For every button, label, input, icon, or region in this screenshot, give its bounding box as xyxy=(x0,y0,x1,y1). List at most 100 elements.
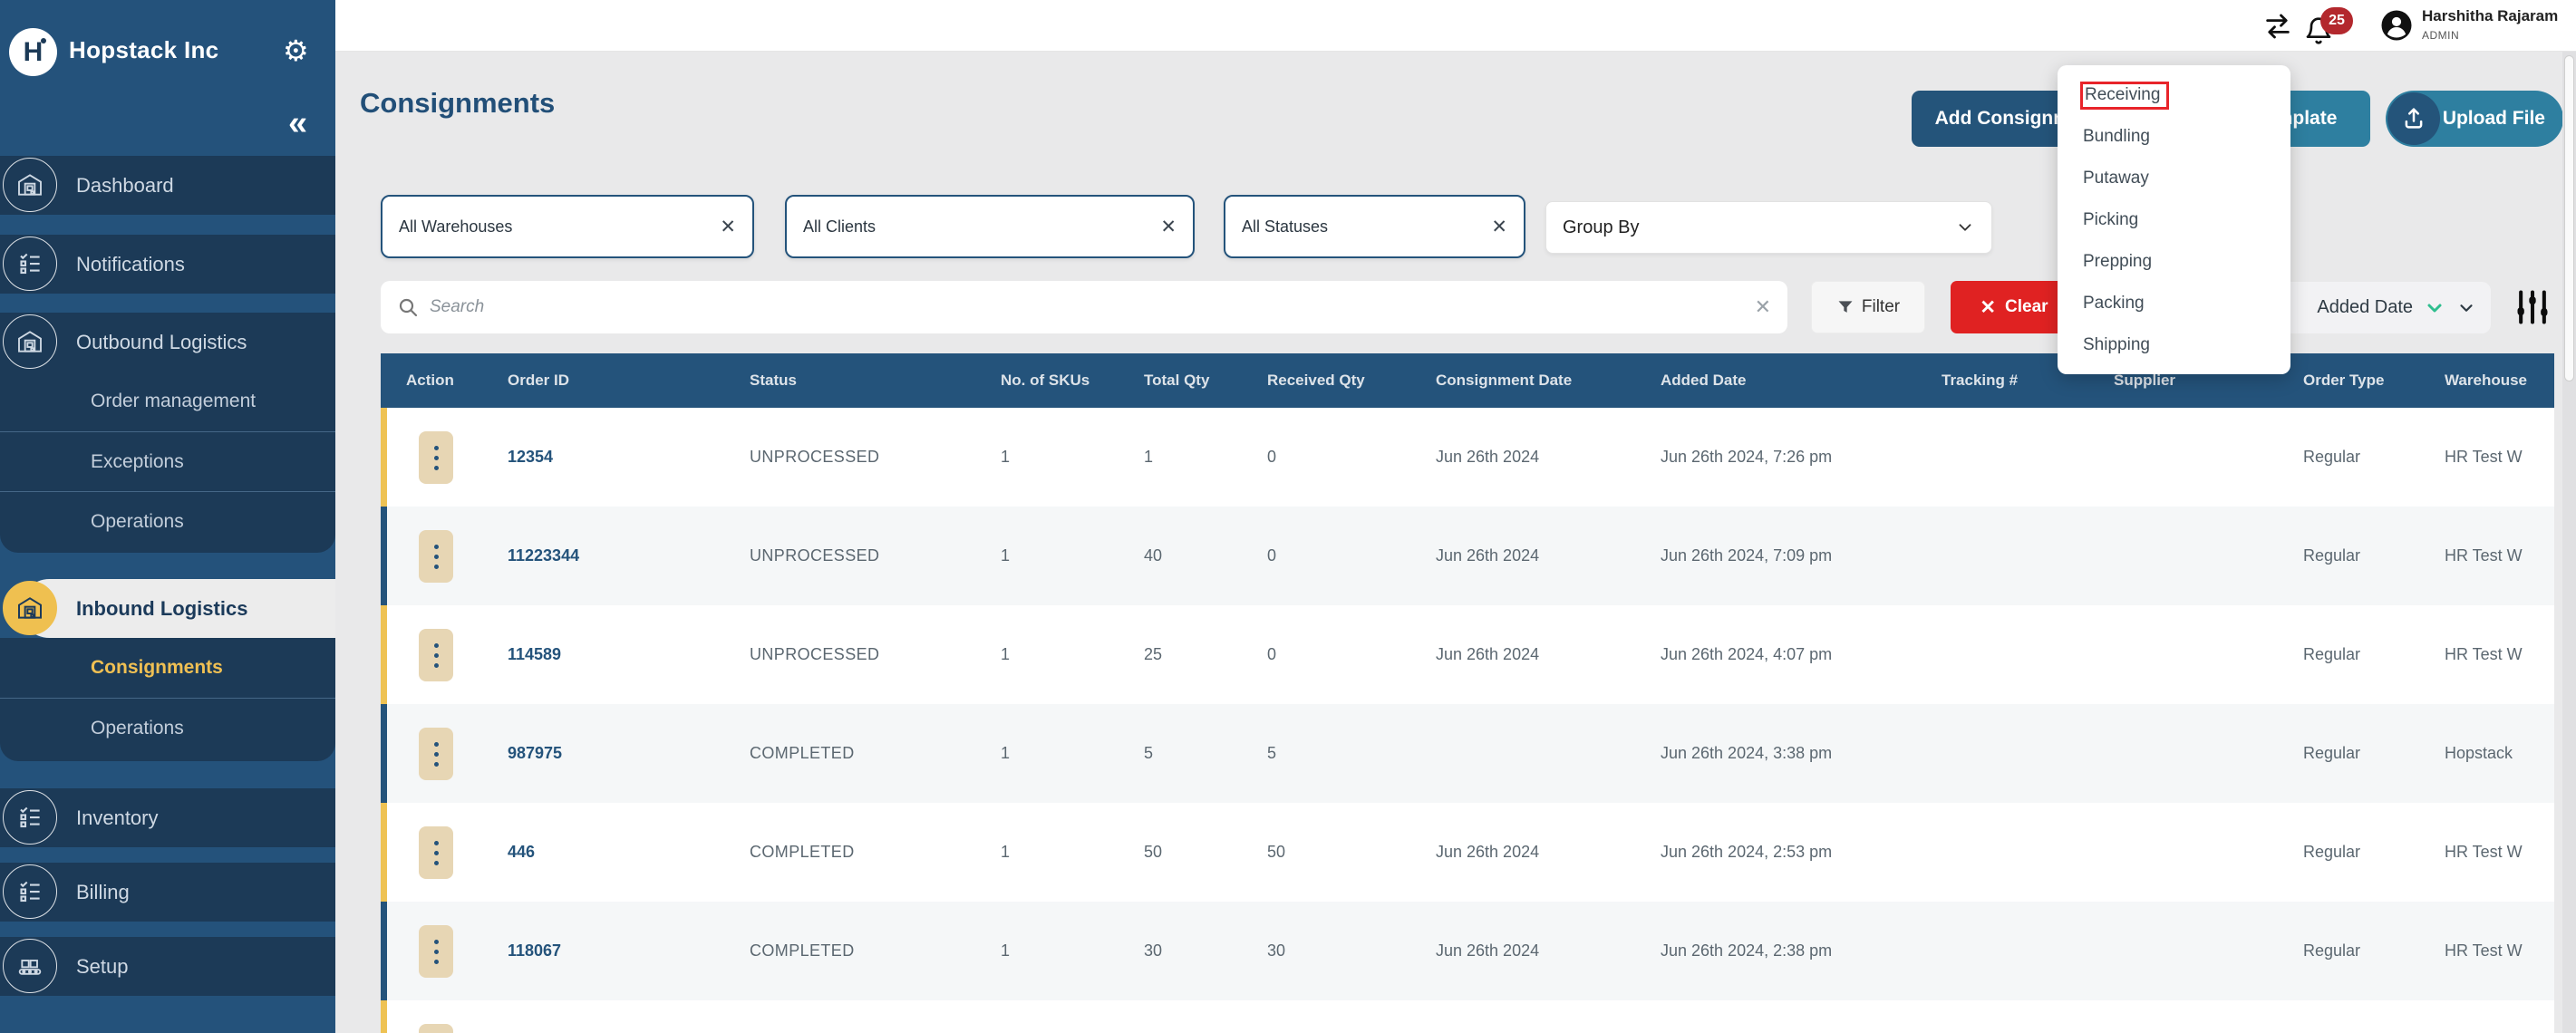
sidebar-item-label: Inventory xyxy=(76,806,159,829)
cell-total-qty: 5 xyxy=(1144,744,1154,762)
menu-item-packing[interactable]: Packing xyxy=(2058,283,2290,324)
cell-received-qty: 0 xyxy=(1267,448,1277,466)
cell-order-id[interactable]: 12354 xyxy=(508,448,554,466)
sidebar-item-inbound-operations[interactable]: Operations xyxy=(0,698,335,758)
cell-skus: 1 xyxy=(1001,843,1011,861)
warehouse-icon xyxy=(3,314,57,369)
row-status-stripe xyxy=(381,408,387,507)
switch-account-icon[interactable] xyxy=(2262,11,2293,42)
upload-file-button[interactable]: Upload File xyxy=(2386,91,2563,147)
row-actions-kebab-button[interactable] xyxy=(419,530,453,583)
sidebar-item-label: Outbound Logistics xyxy=(76,330,247,353)
row-actions-kebab-button[interactable] xyxy=(419,1024,453,1033)
cell-status: COMPLETED xyxy=(750,843,855,861)
row-actions-kebab-button[interactable] xyxy=(419,431,453,484)
menu-item-putaway[interactable]: Putaway xyxy=(2058,158,2290,199)
sidebar-item-order-management[interactable]: Order management xyxy=(0,372,335,431)
clear-chip-icon[interactable]: ✕ xyxy=(1160,216,1177,237)
cell-added-date: Jun 26th 2024, 7:09 pm xyxy=(1661,546,1833,565)
cell-order-id[interactable]: 446 xyxy=(508,843,536,861)
row-actions-kebab-button[interactable] xyxy=(419,925,453,978)
sidebar-item-setup[interactable]: Setup xyxy=(0,937,335,996)
cell-consignment-date: Jun 26th 2024 xyxy=(1436,843,1540,861)
menu-item-label: Receiving xyxy=(2085,84,2161,104)
row-actions-kebab-button[interactable] xyxy=(419,826,453,879)
submenu-label: Order management xyxy=(91,391,257,411)
sidebar-item-label: Setup xyxy=(76,954,129,978)
cell-order-type: Regular xyxy=(2303,645,2361,663)
sidebar-item-notifications[interactable]: Notifications xyxy=(0,235,335,294)
client-filter-chip[interactable]: All Clients ✕ xyxy=(785,195,1195,258)
search-icon xyxy=(399,298,418,317)
cell-status: COMPLETED xyxy=(750,941,855,960)
sidebar-item-billing[interactable]: Billing xyxy=(0,863,335,922)
cell-status: UNPROCESSED xyxy=(750,546,880,565)
sidebar-item-outbound-logistics[interactable]: Outbound Logistics xyxy=(0,313,335,372)
sidebar-item-exceptions[interactable]: Exceptions xyxy=(0,431,335,491)
cell-received-qty: 50 xyxy=(1267,843,1286,861)
status-filter-chip[interactable]: All Statuses ✕ xyxy=(1224,195,1525,258)
menu-item-picking[interactable]: Picking xyxy=(2058,199,2290,241)
notification-count-badge: 25 xyxy=(2320,7,2353,34)
cell-consignment-date: Jun 26th 2024 xyxy=(1436,546,1540,565)
column-header: Received Qty xyxy=(1267,372,1365,389)
annotation-highlight: Receiving xyxy=(2080,81,2170,110)
sort-label: Added Date xyxy=(2317,297,2413,317)
cell-total-qty: 50 xyxy=(1144,843,1163,861)
scrollbar-thumb[interactable] xyxy=(2564,55,2574,381)
row-actions-kebab-button[interactable] xyxy=(419,629,453,681)
top-bar: 25 Harshitha Rajaram ADMIN xyxy=(335,0,2576,52)
row-actions-kebab-button[interactable] xyxy=(419,728,453,780)
group-by-select[interactable]: Group By xyxy=(1545,201,1992,254)
sidebar-item-inventory[interactable]: Inventory xyxy=(0,788,335,847)
chip-label: All Warehouses xyxy=(399,217,513,236)
cell-added-date: Jun 26th 2024, 2:53 pm xyxy=(1661,843,1833,861)
chevron-down-icon[interactable] xyxy=(2456,298,2476,318)
funnel-icon xyxy=(1838,301,1853,313)
sidebar-item-consignments[interactable]: Consignments xyxy=(0,638,335,698)
gear-icon[interactable]: ⚙ xyxy=(283,34,309,67)
filter-button[interactable]: Filter xyxy=(1811,281,1925,333)
inbound-submenu: Consignments Operations xyxy=(0,638,335,761)
cell-order-id[interactable]: 114589 xyxy=(508,645,562,663)
search-placeholder: Search xyxy=(430,297,485,316)
cell-order-id[interactable]: 987975 xyxy=(508,744,563,762)
cell-order-id[interactable]: 118067 xyxy=(508,941,562,960)
clear-chip-icon[interactable]: ✕ xyxy=(1491,216,1507,237)
clear-filters-button[interactable]: ✕ Clear xyxy=(1951,281,2077,333)
user-role: ADMIN xyxy=(2422,29,2460,42)
sort-direction-icon[interactable] xyxy=(2424,297,2445,319)
cell-warehouse: HR Test W xyxy=(2445,546,2523,565)
brand-row: H Hopstack Inc ⚙ xyxy=(0,0,335,96)
user-avatar[interactable] xyxy=(2380,9,2413,42)
table-row: 987975 COMPLETED 1 5 5 Jun 26th 2024, 3:38 pm… xyxy=(381,704,2554,803)
table-row: 118067 COMPLETED 1 30 30 Jun 26th 2024 Jun 26t… xyxy=(381,902,2554,1000)
menu-item-bundling[interactable]: Bundling xyxy=(2058,116,2290,158)
menu-item-shipping[interactable]: Shipping xyxy=(2058,324,2290,366)
notifications-bell[interactable]: 25 xyxy=(2304,7,2358,47)
clear-chip-icon[interactable]: ✕ xyxy=(720,216,736,237)
cell-total-qty: 30 xyxy=(1144,941,1163,960)
menu-item-label: Packing xyxy=(2083,294,2145,313)
table-row xyxy=(381,1000,2554,1033)
checklist-icon xyxy=(3,237,57,291)
vertical-scrollbar[interactable] xyxy=(2562,52,2576,1033)
search-input[interactable]: Search ✕ xyxy=(381,281,1787,333)
menu-item-receiving[interactable]: Receiving xyxy=(2058,74,2290,116)
cell-order-type: Regular xyxy=(2303,843,2361,861)
column-settings-icon[interactable] xyxy=(2513,285,2552,330)
menu-item-prepping[interactable]: Prepping xyxy=(2058,241,2290,283)
cell-added-date: Jun 26th 2024, 7:26 pm xyxy=(1661,448,1833,466)
sidebar-item-outbound-operations[interactable]: Operations xyxy=(0,491,335,551)
menu-item-label: Picking xyxy=(2083,210,2139,229)
clear-search-icon[interactable]: ✕ xyxy=(1754,295,1771,318)
cell-order-id[interactable]: 11223344 xyxy=(508,546,580,565)
sidebar-item-inbound-logistics[interactable]: Inbound Logistics xyxy=(0,579,335,638)
x-icon: ✕ xyxy=(1980,296,1997,318)
sidebar-collapse-icon[interactable]: « xyxy=(288,104,308,142)
cell-warehouse: Hopstack xyxy=(2445,744,2513,762)
warehouse-filter-chip[interactable]: All Warehouses ✕ xyxy=(381,195,754,258)
cell-order-type: Regular xyxy=(2303,941,2361,960)
cell-total-qty: 40 xyxy=(1144,546,1163,565)
sidebar-item-dashboard[interactable]: Dashboard xyxy=(0,156,335,215)
